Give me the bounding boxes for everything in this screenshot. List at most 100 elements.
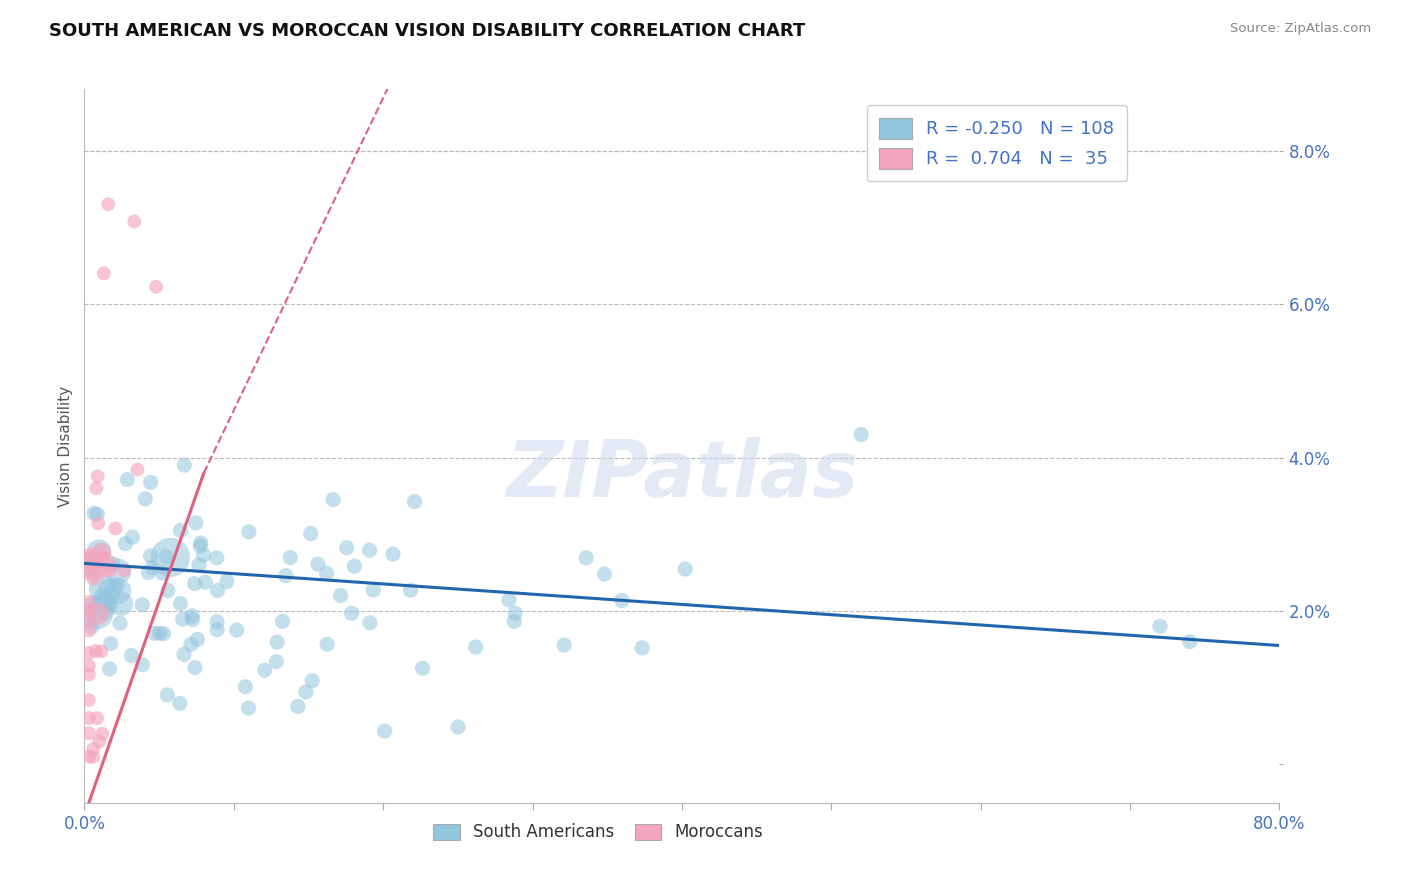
Point: [86, 507, 108, 521]
Point: [301, 673, 323, 688]
Point: [359, 615, 381, 630]
Point: [274, 568, 297, 582]
Point: [145, 280, 167, 294]
Point: [295, 685, 318, 699]
Point: [181, 613, 204, 627]
Point: [80, 555, 103, 569]
Point: [340, 607, 363, 621]
Point: [503, 615, 526, 629]
Point: [155, 549, 177, 564]
Point: [93, 594, 115, 608]
Point: [156, 583, 179, 598]
Point: [173, 648, 195, 662]
Point: [77, 614, 100, 628]
Point: [464, 640, 486, 654]
Point: [91, 582, 114, 596]
Point: [93, 266, 115, 280]
Point: [575, 550, 598, 565]
Point: [77, 658, 100, 673]
Point: [186, 632, 208, 647]
Point: [188, 558, 211, 572]
Point: [1149, 619, 1171, 633]
Point: [266, 635, 288, 649]
Point: [105, 579, 128, 593]
Point: [169, 696, 191, 710]
Point: [97, 197, 120, 211]
Point: [87, 607, 110, 621]
Point: [77, 711, 100, 725]
Point: [139, 549, 162, 563]
Point: [399, 583, 422, 598]
Point: [172, 612, 194, 626]
Point: [117, 473, 139, 487]
Point: [98, 662, 121, 676]
Point: [82, 742, 104, 756]
Point: [278, 550, 301, 565]
Point: [98, 599, 121, 613]
Point: [156, 688, 179, 702]
Point: [89, 544, 111, 558]
Point: [127, 462, 149, 476]
Point: [80, 564, 103, 578]
Point: [610, 593, 633, 607]
Point: [91, 558, 114, 572]
Point: [498, 593, 520, 607]
Point: [82, 749, 104, 764]
Point: [120, 648, 142, 663]
Point: [215, 574, 238, 589]
Point: [238, 524, 260, 539]
Point: [90, 644, 112, 658]
Point: [287, 699, 309, 714]
Point: [98, 563, 121, 577]
Point: [404, 494, 426, 508]
Point: [299, 526, 322, 541]
Point: [122, 214, 145, 228]
Point: [307, 557, 329, 571]
Point: [131, 598, 153, 612]
Point: [412, 661, 434, 675]
Point: [131, 657, 153, 672]
Point: [343, 559, 366, 574]
Point: [194, 575, 217, 590]
Point: [225, 623, 247, 637]
Point: [184, 660, 207, 674]
Point: [107, 565, 129, 579]
Point: [553, 638, 575, 652]
Point: [253, 663, 276, 677]
Point: [77, 726, 100, 740]
Point: [382, 547, 405, 561]
Point: [90, 600, 112, 615]
Point: [86, 711, 108, 725]
Point: [315, 566, 337, 581]
Point: [184, 516, 207, 530]
Point: [193, 548, 215, 562]
Point: [110, 597, 132, 611]
Point: [82, 558, 104, 572]
Point: [149, 626, 172, 640]
Point: [673, 562, 696, 576]
Point: [107, 583, 129, 598]
Point: [86, 605, 108, 619]
Point: [336, 541, 359, 555]
Point: [87, 516, 110, 531]
Text: ZIPatlas: ZIPatlas: [506, 436, 858, 513]
Point: [152, 566, 174, 580]
Point: [316, 637, 339, 651]
Point: [503, 607, 526, 621]
Point: [1178, 634, 1201, 648]
Point: [134, 491, 156, 506]
Point: [86, 469, 108, 483]
Point: [173, 458, 195, 472]
Point: [374, 724, 396, 739]
Point: [183, 576, 205, 591]
Point: [238, 701, 260, 715]
Point: [169, 597, 191, 611]
Point: [322, 492, 344, 507]
Point: [101, 557, 124, 571]
Point: [77, 603, 100, 617]
Point: [91, 727, 114, 741]
Point: [83, 506, 105, 520]
Point: [180, 637, 202, 651]
Point: [188, 539, 211, 553]
Point: [181, 608, 204, 623]
